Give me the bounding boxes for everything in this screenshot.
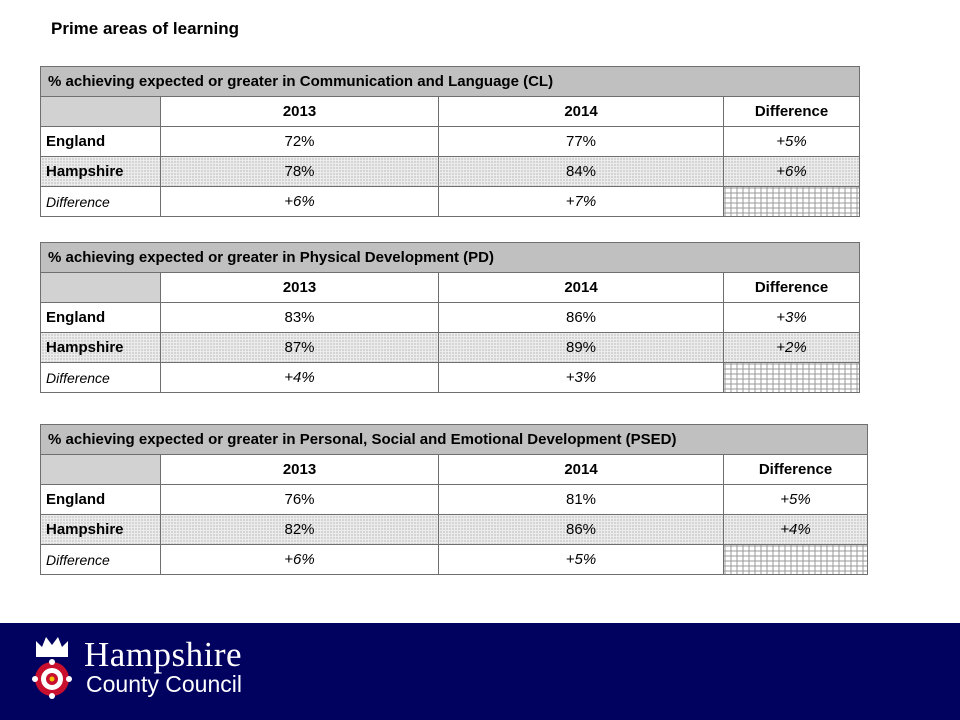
cell-2014: +7% <box>438 186 724 217</box>
cell-grid-pattern <box>722 544 869 575</box>
cell-difference: +2% <box>722 332 861 363</box>
table-row-difference: Difference +4% +3% <box>40 362 861 393</box>
cell-difference: +5% <box>722 484 869 515</box>
hampshire-crest-icon <box>32 637 72 699</box>
row-label: Hampshire <box>40 514 161 545</box>
table-cl: % achieving expected or greater in Commu… <box>39 66 861 217</box>
table-title: % achieving expected or greater in Physi… <box>39 242 861 273</box>
row-label: Difference <box>40 544 161 575</box>
cell-2013: +4% <box>160 362 439 393</box>
table-row-england: England 83% 86% +3% <box>40 302 861 333</box>
cell-2013: 78% <box>160 156 439 187</box>
row-label: England <box>40 302 161 333</box>
table-header-row: 2013 2014 Difference <box>40 272 861 303</box>
table-header-row: 2013 2014 Difference <box>40 454 869 485</box>
row-label: Difference <box>40 362 161 393</box>
table-title-row: % achieving expected or greater in Physi… <box>39 242 861 273</box>
cell-2014: 86% <box>438 514 724 545</box>
header-difference: Difference <box>722 272 861 303</box>
cell-2013: 83% <box>160 302 439 333</box>
cell-2013: 76% <box>160 484 439 515</box>
table-title-row: % achieving expected or greater in Perso… <box>39 424 869 455</box>
table-row-england: England 72% 77% +5% <box>40 126 861 157</box>
cell-2014: 77% <box>438 126 724 157</box>
header-2013: 2013 <box>160 272 439 303</box>
table-row-hampshire: Hampshire 78% 84% +6% <box>40 156 861 187</box>
header-corner-cell <box>40 96 161 127</box>
cell-2014: +3% <box>438 362 724 393</box>
row-label: Hampshire <box>40 156 161 187</box>
cell-2013: +6% <box>160 186 439 217</box>
table-title: % achieving expected or greater in Commu… <box>39 66 861 97</box>
brand-name: Hampshire <box>84 635 243 674</box>
cell-difference: +6% <box>722 156 861 187</box>
cell-2014: 81% <box>438 484 724 515</box>
cell-2014: 86% <box>438 302 724 333</box>
header-difference: Difference <box>722 454 869 485</box>
cell-grid-pattern <box>722 362 861 393</box>
header-corner-cell <box>40 272 161 303</box>
cell-2014: 84% <box>438 156 724 187</box>
table-header-row: 2013 2014 Difference <box>40 96 861 127</box>
row-label: Hampshire <box>40 332 161 363</box>
cell-2013: 72% <box>160 126 439 157</box>
table-title-row: % achieving expected or greater in Commu… <box>39 66 861 97</box>
cell-difference: +3% <box>722 302 861 333</box>
header-2014: 2014 <box>438 96 724 127</box>
cell-difference: +5% <box>722 126 861 157</box>
cell-grid-pattern <box>722 186 861 217</box>
cell-2013: 82% <box>160 514 439 545</box>
row-label: Difference <box>40 186 161 217</box>
table-row-difference: Difference +6% +7% <box>40 186 861 217</box>
row-label: England <box>40 484 161 515</box>
header-2014: 2014 <box>438 454 724 485</box>
cell-2014: +5% <box>438 544 724 575</box>
table-row-hampshire: Hampshire 82% 86% +4% <box>40 514 869 545</box>
brand-subtitle: County Council <box>86 671 242 697</box>
cell-2013: 87% <box>160 332 439 363</box>
table-row-hampshire: Hampshire 87% 89% +2% <box>40 332 861 363</box>
header-2013: 2013 <box>160 454 439 485</box>
header-2014: 2014 <box>438 272 724 303</box>
table-pd: % achieving expected or greater in Physi… <box>39 242 861 393</box>
cell-difference: +4% <box>722 514 869 545</box>
cell-2014: 89% <box>438 332 724 363</box>
table-title: % achieving expected or greater in Perso… <box>39 424 869 455</box>
header-difference: Difference <box>722 96 861 127</box>
table-psed: % achieving expected or greater in Perso… <box>39 424 869 575</box>
cell-2013: +6% <box>160 544 439 575</box>
row-label: England <box>40 126 161 157</box>
page-heading: Prime areas of learning <box>51 19 240 38</box>
header-2013: 2013 <box>160 96 439 127</box>
header-corner-cell <box>40 454 161 485</box>
table-row-england: England 76% 81% +5% <box>40 484 869 515</box>
table-row-difference: Difference +6% +5% <box>40 544 869 575</box>
footer-brand-bar: Hampshire County Council <box>0 623 960 720</box>
